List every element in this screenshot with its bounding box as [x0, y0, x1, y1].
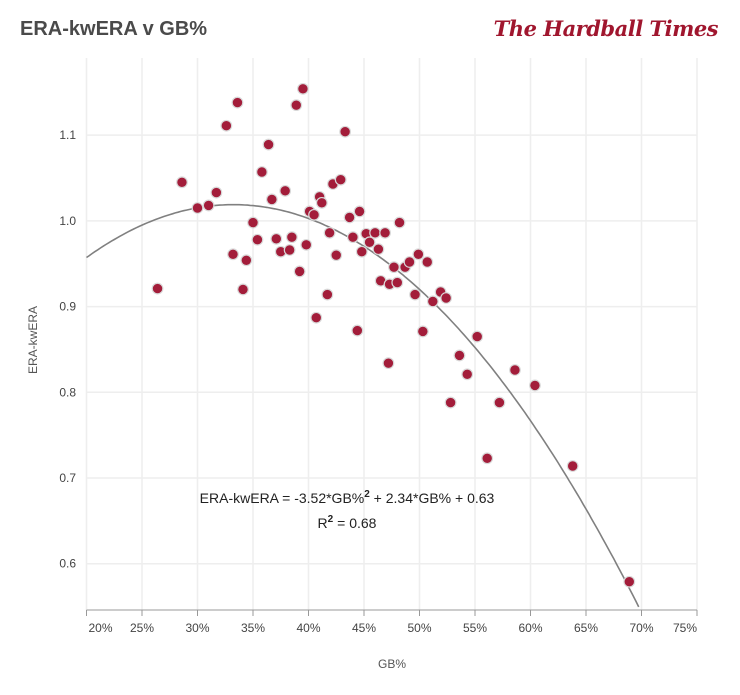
data-point: [191, 202, 204, 214]
data-point: [321, 288, 334, 301]
x-tick-label: 60%: [518, 621, 542, 635]
axes: 20% 25% 30% 35% 40% 45% 50% 55% 60% 65% 70% 75% 0.6 0…: [59, 128, 698, 635]
data-point: [391, 276, 404, 289]
data-point: [210, 186, 223, 199]
data-point: [297, 82, 309, 95]
x-tick-label: 65%: [574, 621, 598, 635]
data-point: [279, 184, 292, 197]
y-axis-label: ERA-kwERA: [26, 306, 40, 374]
data-point: [240, 254, 253, 267]
data-point: [372, 243, 385, 256]
x-tick-label: 35%: [241, 621, 265, 635]
x-tick-label: 50%: [407, 621, 431, 635]
data-point: [412, 248, 425, 261]
data-point: [262, 138, 275, 151]
y-tick-label: 0.9: [59, 300, 76, 314]
data-point: [227, 248, 239, 261]
y-tick-label: 0.8: [59, 385, 76, 399]
data-point: [623, 575, 636, 588]
data-point: [251, 233, 264, 246]
hardball-times-logo: The Hardball Times: [493, 16, 719, 41]
data-point: [290, 99, 303, 112]
data-point: [285, 231, 298, 244]
data-point: [416, 325, 429, 338]
data-point: [369, 226, 382, 239]
data-point: [220, 119, 233, 132]
data-point: [151, 282, 164, 295]
data-point: [270, 232, 283, 245]
y-tick-label: 0.6: [59, 557, 76, 571]
data-point: [453, 349, 466, 362]
data-point: [379, 226, 391, 239]
data-point: [363, 236, 376, 249]
data-point: [330, 249, 343, 262]
r-squared-annotation: R2 = 0.68: [318, 514, 377, 531]
data-point: [283, 244, 296, 256]
points: [151, 82, 636, 588]
data-point: [382, 357, 395, 370]
data-point: [315, 196, 328, 209]
data-point: [426, 295, 439, 308]
data-point: [471, 330, 484, 343]
data-point: [493, 396, 506, 409]
y-tick-label: 1.0: [59, 214, 76, 228]
data-point: [529, 379, 541, 392]
data-point: [461, 368, 474, 381]
trendline: [86, 203, 640, 608]
data-point: [355, 245, 368, 258]
x-tick-label: 45%: [352, 621, 376, 635]
data-point: [202, 199, 215, 212]
x-tick-label: 70%: [629, 621, 653, 635]
data-point: [293, 265, 306, 278]
data-point: [566, 460, 579, 472]
data-point: [409, 288, 421, 301]
data-point: [334, 173, 347, 186]
grid: [85, 58, 698, 610]
data-point: [323, 226, 336, 239]
y-tick-label: 1.1: [59, 128, 76, 142]
data-point: [339, 125, 352, 138]
x-axis-label: GB%: [378, 657, 406, 671]
data-point: [481, 452, 494, 465]
x-tick-label: 30%: [185, 621, 209, 635]
data-point: [347, 231, 359, 244]
data-point: [440, 292, 453, 304]
data-point: [310, 311, 323, 324]
data-point: [444, 396, 457, 409]
x-tick-label: 55%: [463, 621, 487, 635]
data-point: [176, 176, 188, 189]
y-tick-label: 0.7: [59, 471, 76, 485]
data-point: [255, 166, 268, 178]
x-tick-label: 20%: [88, 621, 112, 635]
data-point: [247, 216, 259, 229]
data-point: [393, 216, 406, 229]
data-point: [388, 261, 400, 274]
data-point: [509, 364, 521, 376]
data-point: [231, 96, 244, 109]
data-point: [265, 193, 278, 206]
data-point: [351, 324, 364, 337]
data-point: [353, 205, 366, 218]
data-point: [421, 256, 434, 268]
x-tick-label: 75%: [673, 621, 697, 635]
data-point: [300, 238, 313, 251]
x-tick-label: 40%: [296, 621, 320, 635]
data-point: [343, 211, 356, 224]
x-tick-label: 25%: [130, 621, 154, 635]
data-point: [403, 256, 416, 268]
data-point: [308, 208, 320, 221]
chart-title: ERA-kwERA v GB%: [20, 18, 208, 40]
equation-annotation: ERA-kwERA = -3.52*GB%2 + 2.34*GB% + 0.63: [200, 489, 495, 506]
data-point: [237, 283, 249, 296]
